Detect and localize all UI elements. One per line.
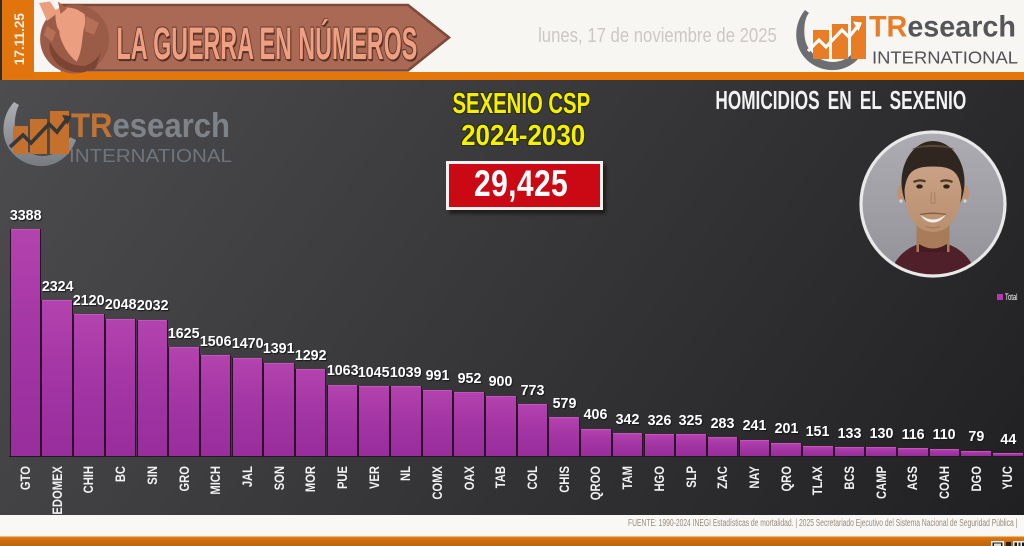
svg-text:INTERNATIONAL: INTERNATIONAL	[872, 48, 1018, 68]
svg-text:TResearch: TResearch	[869, 11, 1016, 44]
svg-text:INTERNATIONAL: INTERNATIONAL	[69, 145, 232, 166]
svg-text:TResearch: TResearch	[71, 107, 230, 145]
